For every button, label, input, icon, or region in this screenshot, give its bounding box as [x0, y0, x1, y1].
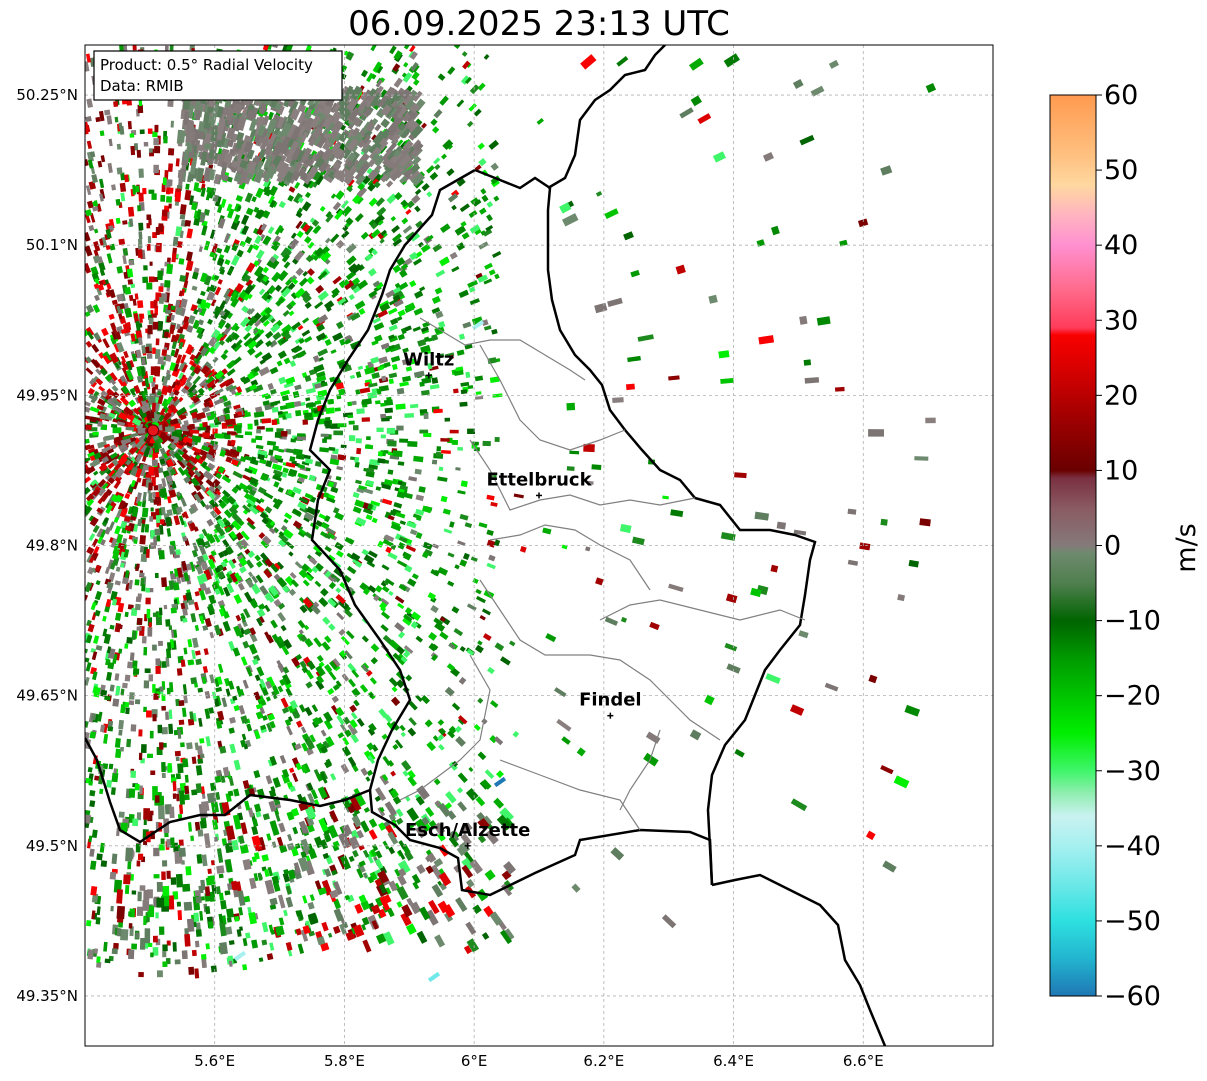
lon-tick-label: 6.2°E: [583, 1052, 624, 1070]
city-marker: Wiltz: [403, 349, 454, 379]
border-south: [368, 789, 714, 897]
colorbar-tick-label: 30: [1104, 305, 1138, 336]
info-source: Data: RMIB: [100, 77, 184, 95]
city-label: Ettelbruck: [486, 469, 592, 490]
lat-tick-label: 49.65°N: [16, 687, 78, 705]
canton-boundaries: [399, 317, 806, 831]
city-label: Findel: [579, 690, 642, 711]
lat-tick-label: 50.1°N: [26, 236, 78, 254]
lon-tick-label: 5.6°E: [194, 1052, 235, 1070]
plot-frame: [84, 44, 994, 1047]
city-marker: Findel: [579, 690, 642, 719]
lon-tick-label: 5.8°E: [324, 1052, 365, 1070]
colorbar: 60 50 40 30 20 10 0 −10 −20 −30 −40 −50 −60 m/s: [1049, 80, 1202, 1012]
lat-tick-label: 50.25°N: [16, 86, 78, 104]
colorbar-tick-label: −30: [1104, 756, 1161, 787]
lat-tick-label: 49.5°N: [26, 837, 78, 855]
colorbar-tick-label: −40: [1104, 831, 1161, 862]
colorbar-tick-label: −60: [1104, 981, 1161, 1012]
info-box: Product: 0.5° Radial Velocity Data: RMIB: [93, 50, 343, 101]
colorbar-tick-label: −10: [1104, 606, 1161, 637]
lon-tick-label: 6.6°E: [843, 1052, 884, 1070]
colorbar-tick-label: 10: [1104, 455, 1138, 486]
city-label: Wiltz: [403, 349, 454, 370]
colorbar-unit-label: m/s: [1171, 523, 1202, 572]
border-east-germany: [711, 873, 887, 1046]
city-label: Esch/Alzette: [405, 820, 530, 841]
longitude-tick-labels: 5.6°E 5.8°E 6°E 6.2°E 6.4°E 6.6°E: [194, 1052, 883, 1070]
border-north-east: [547, 45, 666, 190]
latitude-tick-labels: 50.25°N 50.1°N 49.95°N 49.8°N 49.65°N 49.5°N 4…: [16, 86, 78, 1005]
colorbar-gradient: [1049, 94, 1097, 997]
lat-tick-label: 49.95°N: [16, 386, 78, 404]
colorbar-tick-label: 40: [1104, 230, 1138, 261]
lat-tick-label: 49.35°N: [16, 987, 78, 1005]
lon-tick-label: 6°E: [461, 1052, 488, 1070]
map-title: 06.09.2025 23:13 UTC: [348, 4, 730, 44]
border-east: [474, 168, 817, 886]
border-layer: [85, 45, 887, 1046]
colorbar-tick-label: 50: [1104, 155, 1138, 186]
colorbar-tick-label: 0: [1104, 531, 1121, 562]
colorbar-ticks: 60 50 40 30 20 10 0 −10 −20 −30 −40 −50 −60: [1096, 80, 1161, 1012]
info-product: Product: 0.5° Radial Velocity: [100, 56, 313, 74]
colorbar-tick-label: −50: [1104, 906, 1161, 937]
colorbar-tick-label: 60: [1104, 80, 1138, 111]
colorbar-tick-label: −20: [1104, 681, 1161, 712]
border-west: [85, 168, 476, 844]
map-gridlines: [85, 45, 993, 1046]
lon-tick-label: 6.4°E: [713, 1052, 754, 1070]
city-marker: Esch/Alzette: [405, 820, 530, 849]
colorbar-tick-label: 20: [1104, 380, 1138, 411]
radar-site-icon: [147, 424, 160, 437]
city-marker: Ettelbruck: [486, 469, 593, 499]
city-markers: Wiltz Ettelbruck Findel Esch/Alzette: [403, 349, 642, 849]
lat-tick-label: 49.8°N: [26, 537, 78, 555]
